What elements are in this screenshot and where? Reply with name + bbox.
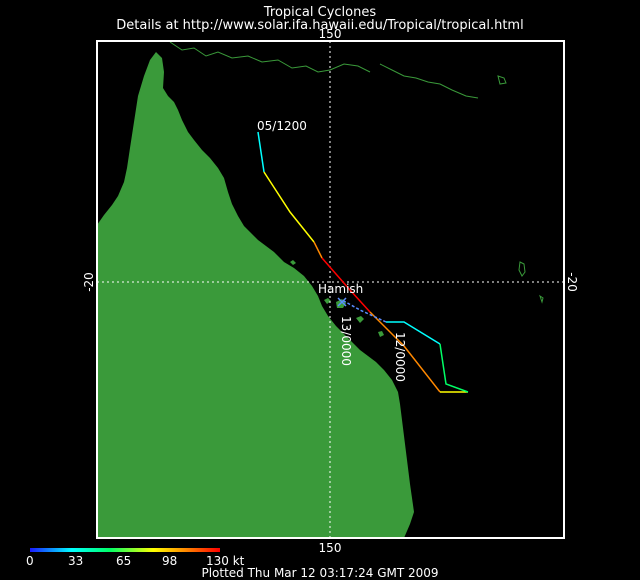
storm-name-label: Hamish xyxy=(318,282,363,296)
scale-tick-0: 0 xyxy=(26,554,34,568)
forecast-label-12: 12/0000 xyxy=(393,332,407,382)
island xyxy=(324,298,331,304)
scale-tick-130: 130 kt xyxy=(206,554,245,568)
island xyxy=(378,331,384,337)
track-segment xyxy=(386,321,441,345)
track-segment xyxy=(321,257,371,313)
cyclone-position-marker xyxy=(337,297,347,307)
track-segment xyxy=(369,311,441,393)
track-segment xyxy=(257,131,265,173)
scale-tick-98: 98 xyxy=(162,554,178,568)
lon-label-top: 150 xyxy=(319,27,342,41)
intensity-color-bar xyxy=(30,548,220,552)
plotted-timestamp: Plotted Thu Mar 12 03:17:24 GMT 2009 xyxy=(201,566,439,580)
island xyxy=(356,316,364,323)
island xyxy=(539,294,544,304)
map-title: Tropical Cyclones xyxy=(263,5,377,20)
cyclone-track xyxy=(257,131,469,393)
png-coastline xyxy=(379,63,479,99)
track-segment xyxy=(439,343,469,393)
track-segment xyxy=(313,241,323,259)
scale-tick-33: 33 xyxy=(68,554,84,568)
lat-label-right: -20 xyxy=(565,272,579,292)
forecast-segment xyxy=(341,299,387,323)
island xyxy=(497,75,507,85)
forecast-label-13: 13/0000 xyxy=(339,316,353,366)
map-frame xyxy=(96,40,565,539)
track-segment xyxy=(263,171,315,243)
queensland-landmass xyxy=(97,52,414,538)
lat-label-left: -20 xyxy=(82,272,96,292)
island xyxy=(290,260,296,265)
map-subtitle: Details at http://www.solar.ifa.hawaii.e… xyxy=(116,18,524,33)
png-coastline xyxy=(169,41,371,73)
track-start-label: 05/1200 xyxy=(257,119,307,133)
scale-tick-65: 65 xyxy=(116,554,132,568)
lon-label-bottom: 150 xyxy=(319,541,342,555)
island xyxy=(518,261,526,277)
